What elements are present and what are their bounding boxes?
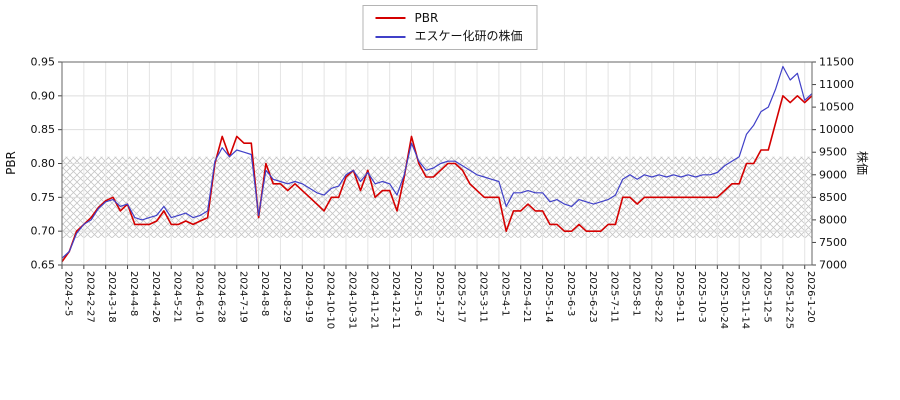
stock-price-series-line bbox=[61, 65, 813, 259]
x-tick-label: 2025-2-17 bbox=[456, 271, 467, 323]
x-tick-label: 2025-5-14 bbox=[543, 271, 554, 323]
x-tick-label: 2024-5-21 bbox=[172, 271, 183, 323]
legend-item-pbr: PBR bbox=[375, 11, 522, 25]
x-tick-label: 2025-8-22 bbox=[652, 271, 663, 323]
right-tick-label: 10000 bbox=[819, 123, 854, 136]
x-tick-label: 2025-1-27 bbox=[434, 271, 445, 323]
pbr-series-line bbox=[61, 95, 813, 263]
x-tick-label: 2024-12-11 bbox=[390, 271, 401, 329]
x-tick-label: 2024-4-8 bbox=[128, 271, 139, 316]
legend-item-stock-price: エスケー化研の株価 bbox=[375, 29, 523, 44]
left-tick-label: 0.90 bbox=[31, 89, 56, 102]
legend-label-stock-price: エスケー化研の株価 bbox=[414, 29, 523, 44]
right-tick-label: 11000 bbox=[819, 78, 854, 91]
legend-label-pbr: PBR bbox=[414, 11, 439, 25]
left-tick-label: 0.75 bbox=[31, 191, 56, 204]
right-tick-label: 10500 bbox=[819, 101, 854, 114]
axis-layer bbox=[58, 61, 816, 269]
x-tick-label: 2025-12-25 bbox=[783, 271, 794, 329]
gridline-layer bbox=[61, 61, 812, 266]
left-tick-label: 0.70 bbox=[31, 225, 56, 238]
x-tick-label: 2024-7-19 bbox=[237, 271, 248, 323]
x-tick-label: 2024-6-28 bbox=[215, 271, 226, 323]
x-tick-label: 2024-2-5 bbox=[63, 271, 74, 316]
right-tick-label: 9000 bbox=[819, 168, 847, 181]
left-tick-label: 0.65 bbox=[31, 259, 56, 272]
x-tick-label: 2024-3-18 bbox=[106, 271, 117, 323]
tick-label-layer: 0.65 0.70 0.75 0.80 0.85 0.90 0.95 7000 7500 8000… bbox=[31, 56, 855, 330]
stock-line-swatch bbox=[375, 35, 406, 38]
x-tick-label: 2024-11-21 bbox=[368, 271, 379, 329]
plot-border bbox=[61, 61, 813, 266]
x-tick-label: 2025-10-24 bbox=[718, 271, 729, 329]
x-tick-label: 2024-2-27 bbox=[84, 271, 95, 323]
x-tick-label: 2025-6-3 bbox=[565, 271, 576, 316]
x-tick-label: 2024-8-29 bbox=[281, 271, 292, 323]
pbr-line-swatch bbox=[375, 17, 406, 20]
x-tick-label: 2024-4-26 bbox=[150, 271, 161, 323]
left-axis-title: PBR bbox=[4, 151, 18, 175]
x-tick-label: 2025-11-14 bbox=[740, 271, 751, 329]
x-tick-label: 2025-4-1 bbox=[499, 271, 510, 316]
x-tick-label: 2024-8-8 bbox=[259, 271, 270, 316]
x-tick-label: 2025-4-21 bbox=[521, 271, 532, 323]
right-tick-label: 9500 bbox=[819, 146, 847, 159]
x-tick-label: 2025-6-23 bbox=[587, 271, 598, 323]
right-axis-title: 株価 bbox=[855, 151, 870, 175]
right-tick-label: 8000 bbox=[819, 213, 847, 226]
x-tick-label: 2025-10-3 bbox=[696, 271, 707, 323]
x-tick-label: 2025-1-6 bbox=[412, 271, 423, 316]
x-tick-label: 2025-9-11 bbox=[674, 271, 685, 323]
left-tick-label: 0.80 bbox=[31, 157, 56, 170]
right-tick-label: 11500 bbox=[819, 56, 854, 69]
right-tick-label: 7000 bbox=[819, 259, 847, 272]
x-tick-label: 2026-1-20 bbox=[805, 271, 816, 323]
x-tick-label: 2025-8-1 bbox=[630, 271, 641, 316]
right-tick-label: 8500 bbox=[819, 191, 847, 204]
legend: PBR エスケー化研の株価 bbox=[362, 5, 538, 50]
left-tick-label: 0.85 bbox=[31, 123, 56, 136]
left-tick-label: 0.95 bbox=[31, 56, 56, 69]
x-tick-label: 2024-6-10 bbox=[194, 271, 205, 323]
x-tick-label: 2025-3-11 bbox=[478, 271, 489, 323]
x-tick-label: 2025-12-5 bbox=[762, 271, 773, 323]
series-layer bbox=[61, 65, 813, 263]
x-tick-label: 2024-9-19 bbox=[303, 271, 314, 323]
right-tick-label: 7500 bbox=[819, 236, 847, 249]
x-tick-label: 2025-7-11 bbox=[609, 271, 620, 323]
x-tick-label: 2024-10-10 bbox=[325, 271, 336, 329]
x-tick-label: 2024-10-31 bbox=[346, 271, 357, 329]
